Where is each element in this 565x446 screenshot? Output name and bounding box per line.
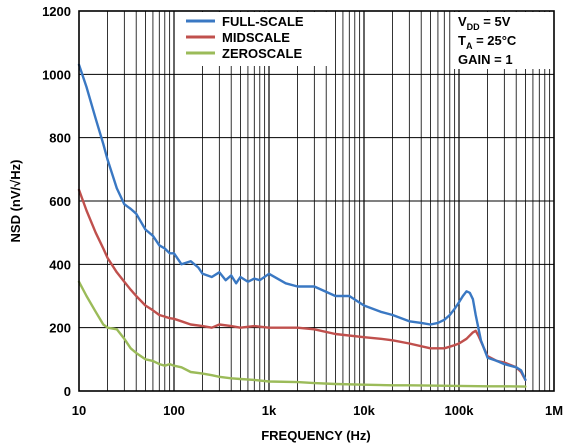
legend-label: FULL-SCALE <box>222 14 304 29</box>
y-tick-label: 200 <box>49 321 71 336</box>
y-tick-label: 600 <box>49 194 71 209</box>
y-tick-label: 400 <box>49 257 71 272</box>
vdd-annotation: VDD = 5V <box>458 14 511 32</box>
grid <box>79 11 554 391</box>
y-tick-label: 1200 <box>42 4 71 19</box>
gain-annotation: GAIN = 1 <box>458 52 513 67</box>
y-tick-labels: 0 200 400 600 800 1000 1200 <box>42 4 71 399</box>
x-tick-label: 1k <box>262 403 277 418</box>
x-tick-label: 10 <box>72 403 86 418</box>
plot-frame <box>78 10 555 392</box>
legend-label: ZEROSCALE <box>222 46 303 61</box>
y-tick-label: 0 <box>64 384 71 399</box>
x-tick-label: 10k <box>353 403 375 418</box>
legend-label: MIDSCALE <box>222 30 290 45</box>
series-full-scale <box>77 63 527 382</box>
y-tick-label: 1000 <box>42 67 71 82</box>
x-tick-labels: 10 100 1k 10k 100k 1M <box>72 403 563 418</box>
x-axis-title: FREQUENCY (Hz) <box>261 428 371 443</box>
series-midscale <box>77 188 527 382</box>
x-tick-label: 100k <box>445 403 475 418</box>
x-tick-label: 100 <box>163 403 185 418</box>
conditions-box <box>453 12 553 69</box>
series-zeroscale <box>77 280 527 388</box>
ta-annotation: TA = 25°C <box>458 33 517 51</box>
y-axis-title: NSD (nV/√Hz) <box>8 160 23 243</box>
y-tick-label: 800 <box>49 131 71 146</box>
series-lines <box>77 63 527 388</box>
x-tick-label: 1M <box>545 403 563 418</box>
